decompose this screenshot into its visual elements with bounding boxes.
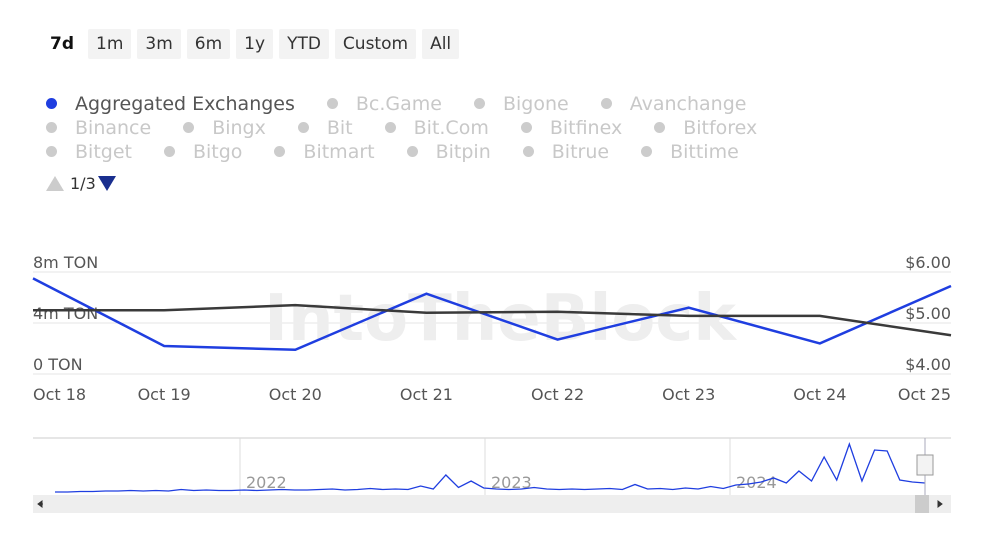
x-tick-label: Oct 22 bbox=[531, 385, 584, 404]
legend-item[interactable]: Bitmart bbox=[274, 140, 375, 163]
legend-marker bbox=[522, 146, 534, 157]
legend-label: Bitfinex bbox=[549, 116, 623, 139]
legend-marker bbox=[163, 146, 175, 157]
navigator bbox=[33, 438, 951, 495]
y2-tick-label: $6.00 bbox=[905, 253, 951, 272]
range-button[interactable]: Custom bbox=[334, 29, 417, 59]
scroll-right[interactable] bbox=[937, 500, 943, 508]
range-button[interactable]: 1y bbox=[236, 29, 274, 59]
series-line bbox=[32, 277, 952, 352]
x-tick-label: Oct 19 bbox=[138, 385, 191, 404]
y-tick-label: 8m TON bbox=[33, 253, 98, 272]
legend-pager: 1/3 bbox=[46, 174, 116, 193]
legend-label: Bitmart bbox=[303, 140, 375, 163]
range-button[interactable]: 6m bbox=[186, 29, 231, 59]
range-button[interactable]: All bbox=[422, 29, 460, 59]
legend-marker bbox=[46, 146, 57, 157]
series-line bbox=[33, 303, 952, 337]
legend-item[interactable]: Bittime bbox=[641, 140, 739, 163]
legend-marker bbox=[326, 98, 338, 109]
legend-label: Bit bbox=[326, 116, 353, 139]
legend-label: Bit.Com bbox=[413, 116, 489, 139]
range-button[interactable]: 1m bbox=[88, 29, 132, 59]
legend-marker bbox=[297, 122, 309, 133]
legend-label: Binance bbox=[75, 116, 152, 139]
legend-marker bbox=[654, 122, 666, 133]
legend-item[interactable]: Bit.Com bbox=[384, 116, 489, 139]
legend-label: Bittime bbox=[670, 140, 739, 163]
legend-item[interactable]: Bitfinex bbox=[520, 116, 623, 139]
legend-item[interactable]: Bitpin bbox=[406, 140, 491, 163]
legend-marker bbox=[46, 122, 57, 133]
range-buttons: 7d 1m 3m 6m 1y YTD Custom All bbox=[42, 29, 460, 59]
scrollbar[interactable] bbox=[33, 495, 951, 513]
legend-marker bbox=[520, 122, 532, 133]
legend-item[interactable]: Bc.Game bbox=[326, 92, 442, 115]
y-tick-label: 0 TON bbox=[33, 355, 83, 374]
legend-label: Bitpin bbox=[435, 140, 491, 163]
navigator-line bbox=[55, 442, 926, 493]
range-button[interactable]: 3m bbox=[137, 29, 181, 59]
legend-label: Aggregated Exchanges bbox=[75, 92, 295, 115]
legend-label: Bigone bbox=[502, 92, 569, 115]
x-tick-label: Oct 25 bbox=[898, 385, 951, 404]
legend-marker bbox=[641, 146, 653, 157]
legend-label: Bitgo bbox=[192, 140, 243, 163]
legend-marker bbox=[46, 98, 57, 109]
legend-item[interactable]: Aggregated Exchanges bbox=[46, 92, 295, 115]
x-tick-label: Oct 23 bbox=[662, 385, 715, 404]
range-button[interactable]: 7d bbox=[42, 29, 82, 59]
x-tick-label: Oct 21 bbox=[400, 385, 453, 404]
legend-label: Avanchange bbox=[629, 92, 747, 115]
y2-tick-label: $4.00 bbox=[905, 355, 951, 374]
legend-label: Bitforex bbox=[683, 116, 758, 139]
legend: Aggregated Exchanges Bc.Game Bigone Avancha… bbox=[46, 92, 866, 163]
x-tick-label: Oct 18 bbox=[33, 385, 86, 404]
legend-marker bbox=[384, 122, 396, 133]
legend-marker bbox=[473, 98, 485, 109]
x-tick-label: Oct 24 bbox=[793, 385, 846, 404]
scrollbar-thumb[interactable] bbox=[915, 495, 929, 513]
x-tick-label: Oct 20 bbox=[269, 385, 322, 404]
legend-marker bbox=[600, 98, 612, 109]
legend-item[interactable]: Bit bbox=[297, 116, 353, 139]
legend-item[interactable]: Bitrue bbox=[522, 140, 610, 163]
legend-marker bbox=[406, 146, 418, 157]
legend-marker bbox=[274, 146, 286, 157]
legend-item[interactable]: Bitforex bbox=[654, 116, 757, 139]
next-page[interactable] bbox=[97, 176, 116, 191]
page-indicator: 1/3 bbox=[70, 174, 96, 193]
legend-label: Bitrue bbox=[551, 140, 610, 163]
legend-item[interactable]: Avanchange bbox=[600, 92, 747, 115]
scroll-left[interactable] bbox=[37, 500, 43, 508]
legend-item[interactable]: Bitget bbox=[46, 140, 132, 163]
range-button[interactable]: YTD bbox=[279, 29, 329, 59]
legend-label: Bingx bbox=[212, 116, 266, 139]
y2-tick-label: $5.00 bbox=[905, 304, 951, 323]
legend-item[interactable]: Bitgo bbox=[163, 140, 243, 163]
navigator-label: 2023 bbox=[491, 473, 532, 492]
navigator-handle[interactable] bbox=[916, 454, 934, 476]
legend-label: Bc.Game bbox=[355, 92, 442, 115]
legend-item[interactable]: Binance bbox=[46, 116, 151, 139]
prev-page[interactable] bbox=[46, 176, 64, 191]
legend-item[interactable]: Bigone bbox=[473, 92, 569, 115]
legend-item[interactable]: Bingx bbox=[183, 116, 266, 139]
legend-marker bbox=[183, 122, 195, 133]
y-tick-label: 4m TON bbox=[33, 304, 98, 323]
navigator-label: 2022 bbox=[246, 473, 287, 492]
legend-label: Bitget bbox=[75, 140, 132, 163]
